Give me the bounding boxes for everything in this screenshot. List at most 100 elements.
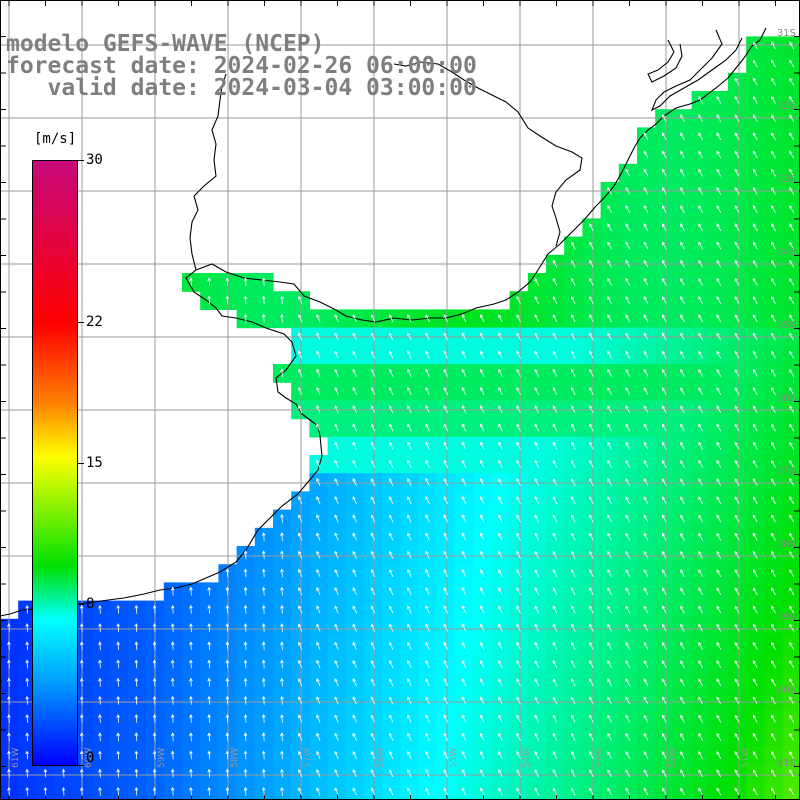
wind-arrow [98,677,102,687]
wind-arrow [443,659,448,669]
wind-arrow [662,186,667,195]
wind-arrow [571,496,576,505]
wind-arrow [316,368,321,377]
wind-arrow [516,295,521,305]
wind-arrow [425,550,430,559]
wind-arrow [407,623,412,632]
wind-arrow [752,769,758,778]
wind-arrow [643,787,649,796]
wind-arrow [734,186,740,195]
wind-arrow [716,732,722,741]
wind-arrow [698,186,703,195]
wind-arrow [243,677,248,687]
wind-arrow [534,514,540,523]
wind-arrow [389,750,394,760]
wind-cell [546,782,565,800]
wind-arrow [534,295,540,305]
wind-arrow [698,277,703,286]
wind-arrow [25,623,29,632]
wind-arrow [698,95,703,104]
wind-arrow [571,550,576,559]
wind-arrow [571,714,576,723]
wind-arrow [716,405,722,414]
wind-arrow [461,532,467,541]
wind-arrow [698,259,703,268]
wind-arrow [316,605,321,614]
wind-arrow [516,678,521,687]
wind-cell [782,491,800,511]
wind-arrow [43,768,48,778]
wind-arrow [607,459,612,468]
wind-arrow [680,532,685,541]
wind-arrow [443,405,448,414]
wind-arrow [370,441,376,450]
wind-arrow [352,314,357,323]
wind-arrow [498,477,503,487]
lon-label: 52W [668,748,678,768]
wind-arrow [698,569,703,577]
wind-arrow [789,387,795,395]
wind-arrow [789,223,795,232]
wind-arrow [134,732,139,742]
wind-arrow [662,459,667,468]
wind-arrow [334,459,339,468]
wind-cell [782,418,800,438]
wind-arrow [261,295,266,305]
wind-arrow [152,786,157,796]
wind-arrow [571,787,576,796]
wind-arrow [334,550,339,559]
wind-arrow [716,205,722,213]
wind-arrow [316,514,321,523]
wind-arrow [625,423,631,432]
wind-arrow [571,332,576,341]
wind-arrow [25,695,29,705]
wind-arrow [152,623,157,632]
wind-arrow [25,750,29,760]
wind-arrow [589,295,594,305]
wind-arrow [116,659,120,669]
wind-arrow [298,696,303,705]
wind-arrow [407,714,412,723]
wind-arrow [752,678,758,687]
wind-arrow [461,550,467,559]
wind-arrow [443,750,448,760]
wind-arrow [534,550,540,559]
wind-arrow [516,732,521,741]
wind-arrow [771,368,776,377]
wind-arrow [771,205,776,213]
wind-arrow [680,496,685,505]
wind-arrow [207,714,211,723]
forecast-date: forecast date: 2024-02-26 06:00:00 [6,53,477,79]
wind-arrow [189,677,193,687]
wind-arrow [534,678,540,687]
wind-arrow [625,205,631,213]
wind-arrow [407,350,412,359]
wind-arrow [734,532,740,541]
wind-arrow [425,714,430,723]
wind-arrow [607,587,612,596]
wind-cell [600,782,620,800]
wind-arrow [625,223,631,232]
wind-arrow [643,350,649,359]
wind-arrow [752,660,758,668]
wind-arrow [480,714,485,723]
wind-arrow [298,787,303,796]
wind-arrow [407,678,412,687]
wind-arrow [316,423,321,432]
wind-arrow [316,459,321,468]
wind-arrow [698,660,703,668]
wind-arrow [170,714,175,723]
wind-arrow [698,368,703,377]
wind-arrow [352,750,357,760]
wind-arrow [516,350,521,359]
lon-label: 60W [84,748,94,768]
wind-arrow [134,695,139,705]
wind-arrow [589,477,594,487]
wind-arrow [425,350,430,359]
wind-arrow [752,332,758,341]
wind-arrow [552,514,558,523]
wind-arrow [389,605,394,614]
wind-arrow [752,95,758,104]
wind-arrow [752,296,758,304]
wind-arrow [516,568,521,578]
